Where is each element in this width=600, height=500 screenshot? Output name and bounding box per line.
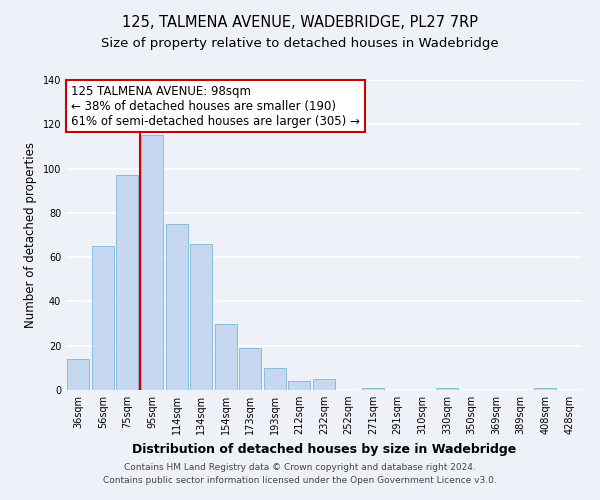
Text: 125 TALMENA AVENUE: 98sqm
← 38% of detached houses are smaller (190)
61% of semi: 125 TALMENA AVENUE: 98sqm ← 38% of detac…: [71, 84, 360, 128]
Bar: [92, 246, 114, 390]
X-axis label: Distribution of detached houses by size in Wadebridge: Distribution of detached houses by size …: [132, 442, 516, 456]
Y-axis label: Number of detached properties: Number of detached properties: [24, 142, 37, 328]
Bar: [239, 348, 262, 390]
Bar: [534, 388, 556, 390]
Bar: [116, 175, 139, 390]
Bar: [141, 136, 163, 390]
Bar: [264, 368, 286, 390]
Text: Size of property relative to detached houses in Wadebridge: Size of property relative to detached ho…: [101, 38, 499, 51]
Bar: [436, 388, 458, 390]
Bar: [289, 381, 310, 390]
Bar: [67, 359, 89, 390]
Bar: [190, 244, 212, 390]
Bar: [362, 388, 384, 390]
Text: Contains public sector information licensed under the Open Government Licence v3: Contains public sector information licen…: [103, 476, 497, 485]
Text: Contains HM Land Registry data © Crown copyright and database right 2024.: Contains HM Land Registry data © Crown c…: [124, 464, 476, 472]
Bar: [166, 224, 188, 390]
Text: 125, TALMENA AVENUE, WADEBRIDGE, PL27 7RP: 125, TALMENA AVENUE, WADEBRIDGE, PL27 7R…: [122, 15, 478, 30]
Bar: [313, 379, 335, 390]
Bar: [215, 324, 237, 390]
